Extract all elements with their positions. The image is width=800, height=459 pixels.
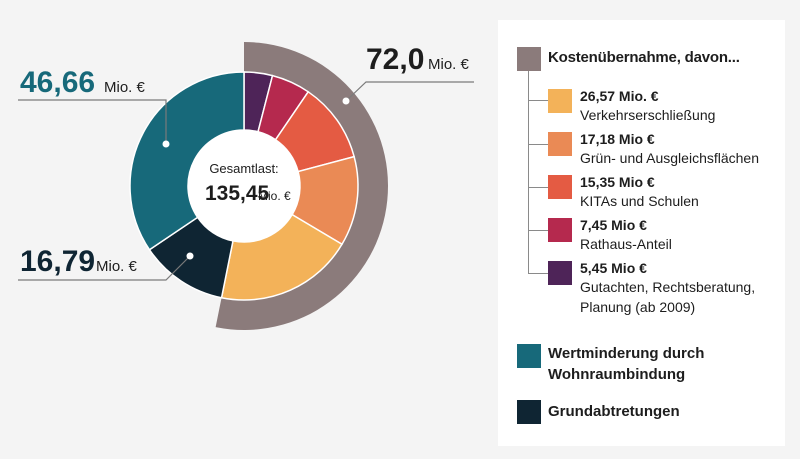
legend-tree-branch [528, 187, 548, 188]
legend-tree-branch [528, 273, 548, 274]
outer-ring-kostenuebernahme [215, 42, 389, 330]
leader-dot-1679 [186, 252, 194, 260]
legend-item-desc: Gutachten, Rechtsberatung, [580, 279, 756, 295]
center-unit: Mio. € [258, 189, 291, 203]
callout-4666-unit: Mio. € [104, 79, 146, 96]
legend-item-value: 17,18 Mio € [580, 131, 655, 147]
legend-title: Kostenübernahme, davon... [548, 49, 740, 66]
legend-main-label: Wertminderung durch [548, 345, 705, 362]
legend-tree-branch [528, 100, 548, 101]
legend-item-desc: KITAs und Schulen [580, 193, 699, 209]
legend-tree-branch [528, 144, 548, 145]
legend-tree-trunk [528, 71, 529, 273]
legend-item-desc: Rathaus-Anteil [580, 236, 672, 252]
center-value: 135,45 [205, 182, 270, 205]
legend-item-desc: Planung (ab 2009) [580, 299, 696, 315]
legend-swatch-kitas [548, 175, 572, 199]
legend-item-value: 15,35 Mio € [580, 174, 655, 190]
callout-72-value: 72,0 [366, 43, 424, 76]
legend-item-value: 26,57 Mio. € [580, 88, 659, 104]
legend-swatch-gruen [548, 132, 572, 156]
legend-main-label: Grundabtretungen [548, 403, 680, 420]
donut-slice-6 [129, 71, 245, 251]
legend-main-label: Wohnraumbindung [548, 366, 686, 383]
leader-line-4666 [18, 99, 167, 144]
legend-item-desc: Grün- und Ausgleichsflächen [580, 150, 759, 166]
leader-line-1679 [18, 255, 191, 281]
legend-swatch-wertminderung [517, 344, 541, 368]
callout-4666-value: 46,66 [20, 66, 95, 99]
legend-panel [498, 20, 785, 446]
legend-item-desc: Verkehrserschließung [580, 107, 716, 123]
callout-72-unit: Mio. € [428, 56, 470, 73]
legend-item-value: 5,45 Mio € [580, 260, 647, 276]
legend-swatch-verkehr [548, 89, 572, 113]
leader-dot-4666 [162, 140, 170, 148]
callout-1679-value: 16,79 [20, 245, 95, 278]
callout-1679-unit: Mio. € [96, 258, 138, 275]
legend-swatch-rathaus [548, 218, 572, 242]
legend-swatch-kostenuebernahme [517, 47, 541, 71]
legend-tree-branch [528, 230, 548, 231]
legend-swatch-grundabtretungen [517, 400, 541, 424]
leader-dot-72 [342, 97, 350, 105]
legend-item-value: 7,45 Mio € [580, 217, 647, 233]
legend-swatch-gutachten [548, 261, 572, 285]
center-label: Gesamtlast: [209, 161, 278, 176]
donut-hole [188, 130, 300, 242]
leader-line-72 [345, 81, 474, 102]
